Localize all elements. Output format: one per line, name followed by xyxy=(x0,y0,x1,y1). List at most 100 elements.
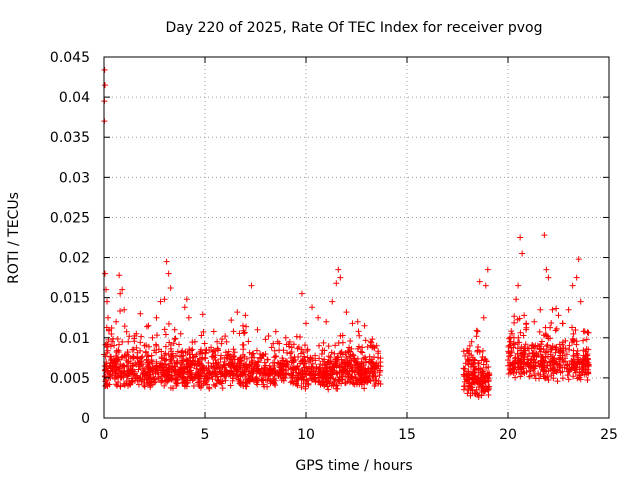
data-point xyxy=(275,360,282,367)
data-point xyxy=(368,339,375,346)
data-point xyxy=(575,358,582,365)
x-tick-label: 20 xyxy=(499,427,517,443)
data-point xyxy=(464,390,471,397)
data-point xyxy=(337,364,344,371)
data-point xyxy=(364,378,371,385)
data-point xyxy=(223,354,230,361)
data-point xyxy=(345,349,352,356)
data-point xyxy=(148,356,155,363)
data-point xyxy=(347,338,354,345)
data-point xyxy=(522,347,529,354)
data-point xyxy=(298,384,305,391)
data-point xyxy=(123,372,130,379)
data-point xyxy=(526,350,533,357)
data-point xyxy=(234,366,241,373)
data-point xyxy=(105,367,112,374)
data-point xyxy=(161,296,168,303)
data-point xyxy=(548,320,555,327)
data-point xyxy=(102,270,109,277)
data-point xyxy=(321,347,328,354)
data-point xyxy=(572,327,579,334)
data-point xyxy=(145,374,152,381)
data-point xyxy=(145,362,152,369)
data-point xyxy=(519,250,526,257)
data-point xyxy=(562,358,569,365)
data-point xyxy=(362,370,369,377)
data-point xyxy=(553,305,560,312)
data-point xyxy=(246,349,253,356)
data-point xyxy=(155,364,162,371)
data-point xyxy=(536,328,543,335)
data-point xyxy=(530,368,537,375)
data-point xyxy=(361,322,368,329)
data-point xyxy=(306,365,313,372)
plot-frame xyxy=(103,56,610,419)
data-point xyxy=(269,359,276,366)
data-point xyxy=(542,368,549,375)
data-point xyxy=(230,328,237,335)
data-point xyxy=(157,298,164,305)
data-point xyxy=(261,383,268,390)
data-point xyxy=(123,351,130,358)
data-point xyxy=(507,334,514,341)
data-point xyxy=(193,351,200,358)
data-point xyxy=(294,363,301,370)
data-point xyxy=(299,371,306,378)
data-point xyxy=(203,346,210,353)
data-point xyxy=(317,367,324,374)
data-point xyxy=(545,335,552,342)
data-point xyxy=(547,365,554,372)
data-point xyxy=(288,371,295,378)
data-point xyxy=(541,362,548,369)
data-point xyxy=(570,330,577,337)
data-point xyxy=(354,379,361,386)
data-point xyxy=(583,357,590,364)
data-point xyxy=(466,357,473,364)
data-point xyxy=(326,380,333,387)
data-point xyxy=(348,345,355,352)
data-point xyxy=(324,359,331,366)
data-point xyxy=(376,368,383,375)
data-point xyxy=(316,355,323,362)
data-point xyxy=(511,313,518,320)
data-point xyxy=(510,344,517,351)
data-point xyxy=(295,370,302,377)
data-point xyxy=(185,314,192,321)
data-point xyxy=(163,258,170,265)
data-point xyxy=(102,82,109,89)
data-point xyxy=(338,361,345,368)
data-point xyxy=(287,365,294,372)
data-point xyxy=(218,370,225,377)
data-point xyxy=(212,357,219,364)
data-point xyxy=(315,314,322,321)
data-point xyxy=(369,336,376,343)
data-point xyxy=(280,377,287,384)
data-point xyxy=(107,353,114,360)
data-point xyxy=(340,368,347,375)
data-point xyxy=(153,314,160,321)
data-point xyxy=(366,353,373,360)
data-point xyxy=(367,342,374,349)
data-point xyxy=(369,362,376,369)
data-point xyxy=(575,256,582,263)
data-point xyxy=(236,360,243,367)
data-point xyxy=(542,330,549,337)
data-point xyxy=(148,366,155,373)
data-point xyxy=(135,381,142,388)
data-point xyxy=(346,379,353,386)
data-point xyxy=(537,306,544,313)
data-point xyxy=(266,369,273,376)
data-point xyxy=(111,375,118,382)
data-point xyxy=(536,375,543,382)
data-point xyxy=(167,375,174,382)
data-point xyxy=(180,375,187,382)
data-point xyxy=(474,391,481,398)
data-point xyxy=(511,319,518,326)
data-point xyxy=(220,362,227,369)
data-point xyxy=(335,266,342,273)
data-point xyxy=(253,347,260,354)
data-point xyxy=(141,370,148,377)
data-point xyxy=(123,328,130,335)
data-point xyxy=(137,310,144,317)
